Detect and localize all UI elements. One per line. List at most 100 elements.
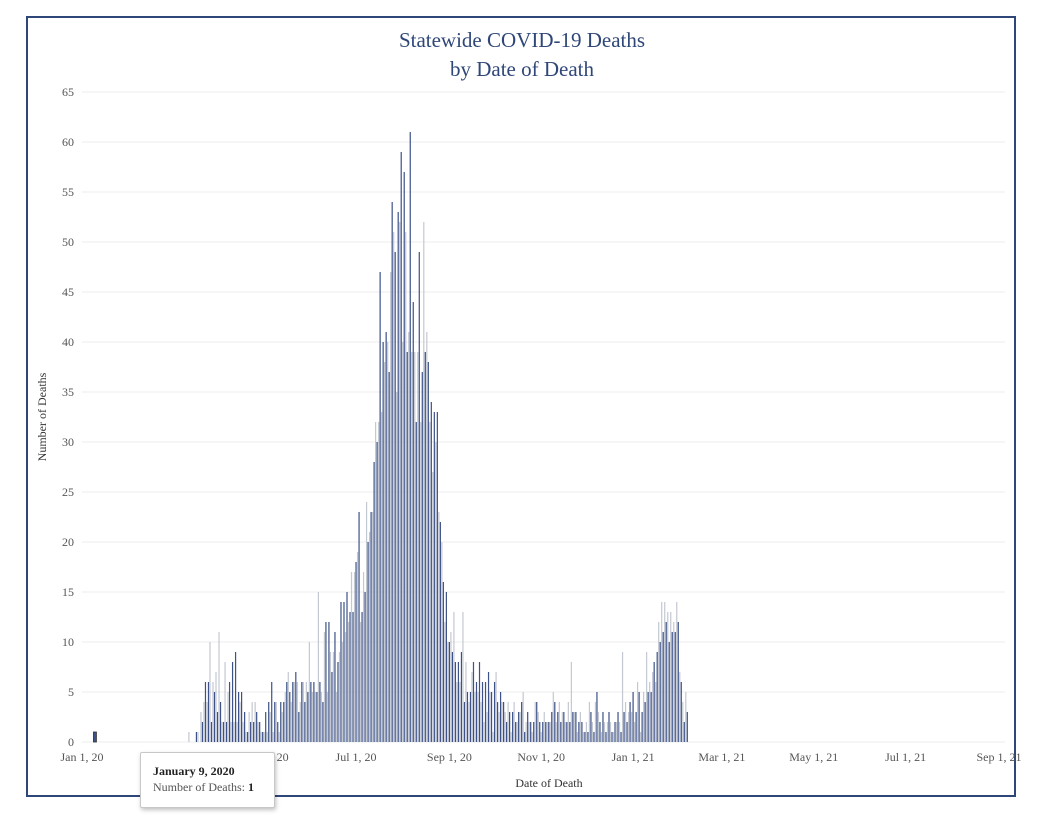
bar[interactable] [195,732,198,742]
bar[interactable] [673,622,675,742]
bar[interactable] [391,202,393,742]
bar[interactable] [367,542,369,742]
bar[interactable] [222,722,225,742]
bar[interactable] [472,662,475,742]
bar[interactable] [662,632,664,742]
bar[interactable] [373,462,375,742]
bar[interactable] [627,712,630,742]
bar[interactable] [566,722,568,742]
bar[interactable] [435,442,437,742]
bar[interactable] [329,652,332,742]
bar[interactable] [206,702,208,742]
bar[interactable] [423,222,425,742]
bar[interactable] [635,712,637,742]
bar[interactable] [605,732,607,742]
bar[interactable] [384,362,386,742]
bar[interactable] [254,702,256,742]
bar[interactable] [492,732,494,742]
bar[interactable] [659,642,661,742]
bar[interactable] [381,412,383,742]
bar[interactable] [399,222,401,742]
bar[interactable] [618,722,621,742]
bar[interactable] [311,692,313,742]
bar[interactable] [576,732,578,742]
bar[interactable] [415,422,417,742]
bar[interactable] [225,722,228,742]
bar[interactable] [498,712,500,742]
bar[interactable] [378,422,380,742]
bar[interactable] [513,702,515,742]
bar[interactable] [262,732,264,742]
bar[interactable] [436,412,438,742]
bar[interactable] [588,702,591,742]
bar[interactable] [474,692,476,742]
bar[interactable] [231,662,234,742]
bar[interactable] [298,712,300,742]
bar[interactable] [253,722,255,742]
bar[interactable] [427,362,429,742]
bar[interactable] [630,712,633,742]
bar[interactable] [233,722,235,742]
bar[interactable] [278,732,280,742]
bar[interactable] [656,652,658,742]
bar[interactable] [680,682,682,742]
bar[interactable] [424,352,426,742]
bar[interactable] [632,692,634,742]
bar[interactable] [554,702,556,742]
bar[interactable] [338,652,341,742]
bar[interactable] [677,622,679,742]
bar[interactable] [260,732,262,742]
bar[interactable] [518,712,520,742]
bar[interactable] [597,712,600,742]
bar[interactable] [337,662,339,742]
bar[interactable] [304,702,306,742]
bar[interactable] [259,722,261,742]
bar[interactable] [266,732,268,742]
bar[interactable] [287,672,289,742]
bar[interactable] [521,702,523,742]
bar[interactable] [209,642,211,742]
bar[interactable] [534,702,536,742]
bar[interactable] [463,702,466,742]
bar[interactable] [438,512,440,742]
bar[interactable] [459,682,461,742]
bar[interactable] [543,712,545,742]
bar[interactable] [349,612,351,742]
bar[interactable] [292,682,294,742]
bar[interactable] [471,672,473,742]
bar[interactable] [418,252,420,742]
bar[interactable] [637,682,639,742]
bar[interactable] [549,722,551,742]
bar[interactable] [486,712,488,742]
bar[interactable] [579,712,581,742]
bar[interactable] [670,612,672,742]
bar[interactable] [215,672,217,742]
bar[interactable] [376,442,378,742]
bar[interactable] [284,692,286,742]
bar[interactable] [362,572,365,742]
bar[interactable] [683,722,685,742]
bar[interactable] [402,342,404,742]
bar[interactable] [310,682,312,742]
bar[interactable] [281,712,283,742]
bar[interactable] [382,342,384,742]
bar[interactable] [609,722,612,742]
bar[interactable] [676,602,678,742]
bar[interactable] [405,232,407,742]
bar[interactable] [674,632,676,742]
bar[interactable] [641,712,643,742]
bar[interactable] [584,732,586,742]
bar[interactable] [582,732,585,742]
bar[interactable] [356,552,359,742]
bar[interactable] [468,702,470,742]
bar-highlighted[interactable] [93,731,97,743]
bar[interactable] [414,352,416,742]
bar[interactable] [650,692,652,742]
bar[interactable] [275,702,277,742]
bar[interactable] [522,692,524,742]
bar[interactable] [368,532,371,742]
bar[interactable] [302,682,304,742]
bar[interactable] [433,412,435,742]
bar[interactable] [530,722,532,742]
bar[interactable] [638,692,640,742]
